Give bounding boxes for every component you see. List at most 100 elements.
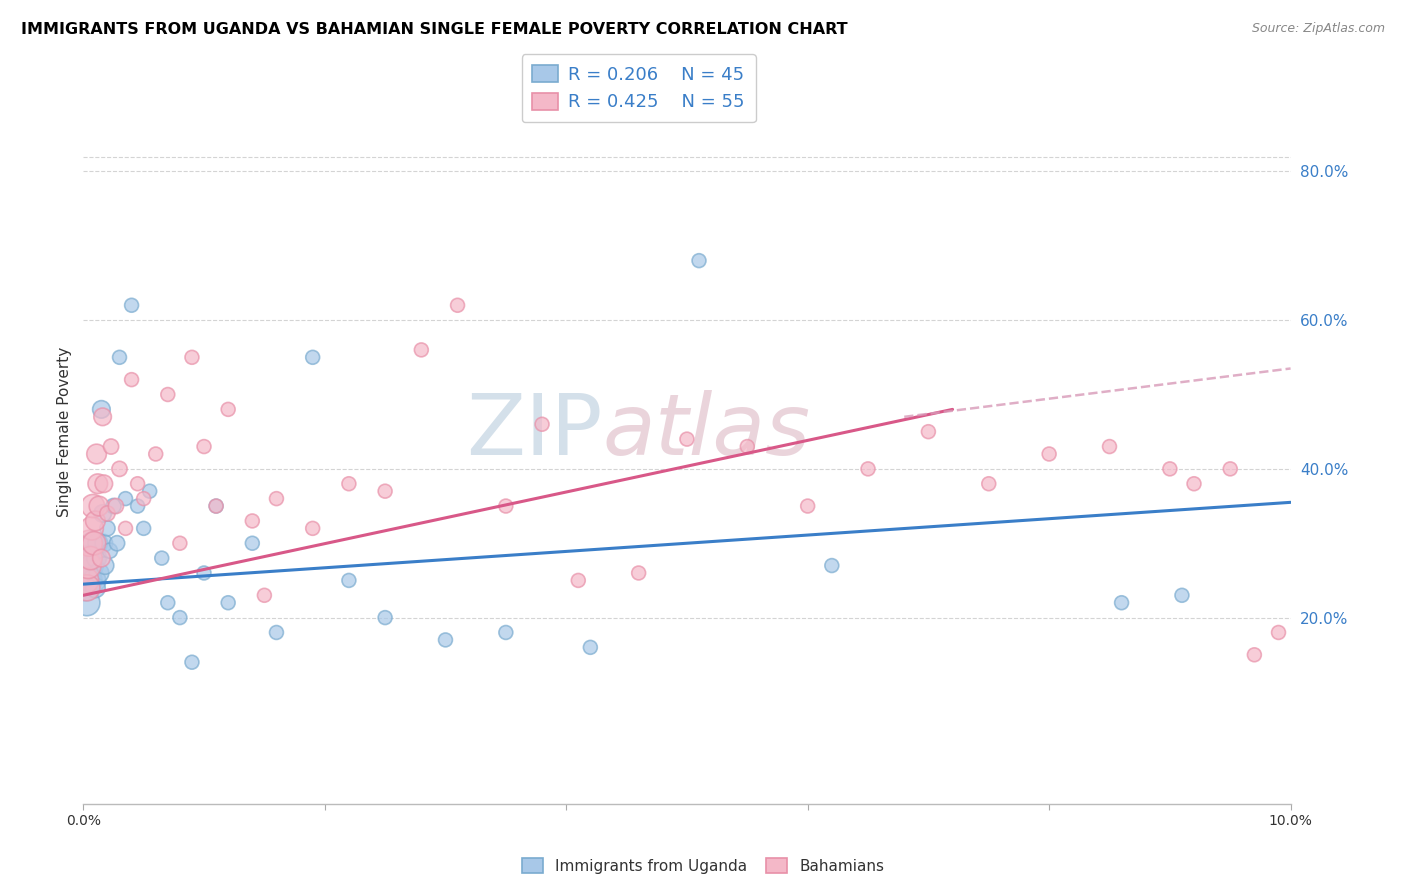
Point (1243, 648, 1265, 662)
Point (374, 610, 396, 624)
Point (127, 476, 149, 491)
Point (531, 417, 554, 432)
Point (79, 551, 101, 566)
Point (90, 551, 112, 566)
Point (87, 566, 110, 580)
Point (156, 387, 179, 401)
Point (93, 536, 115, 550)
Point (121, 298, 143, 312)
Point (856, 462, 879, 476)
Point (75, 581, 97, 595)
Point (132, 521, 155, 535)
Point (253, 588, 276, 602)
Point (76, 596, 98, 610)
Point (77, 558, 100, 573)
Point (337, 476, 360, 491)
Point (1219, 462, 1241, 476)
Point (114, 491, 136, 506)
Text: Source: ZipAtlas.com: Source: ZipAtlas.com (1251, 22, 1385, 36)
Point (138, 484, 160, 499)
Point (80, 558, 103, 573)
Point (193, 566, 215, 580)
Point (84, 581, 107, 595)
Point (132, 491, 155, 506)
Point (266, 625, 288, 640)
Point (301, 351, 323, 365)
Point (86, 551, 108, 566)
Point (240, 536, 263, 550)
Point (301, 521, 323, 535)
Text: atlas: atlas (602, 390, 810, 473)
Point (217, 402, 239, 417)
Point (193, 440, 215, 454)
Point (79, 574, 101, 588)
Point (1038, 447, 1060, 461)
Point (87, 499, 110, 513)
Point (83, 574, 105, 588)
Point (96, 521, 118, 535)
Point (104, 499, 127, 513)
Point (96, 507, 118, 521)
Point (821, 558, 844, 573)
Point (76, 581, 98, 595)
Point (87, 536, 110, 550)
Point (737, 440, 759, 454)
Legend: R = 0.206    N = 45, R = 0.425    N = 55: R = 0.206 N = 45, R = 0.425 N = 55 (522, 54, 756, 122)
Point (82, 536, 104, 550)
Point (150, 551, 173, 566)
Point (114, 521, 136, 535)
Point (98, 543, 121, 558)
Point (169, 610, 191, 624)
Point (495, 625, 517, 640)
Point (796, 499, 818, 513)
Point (977, 476, 1000, 491)
Point (1182, 476, 1205, 491)
Point (105, 536, 128, 550)
Point (169, 536, 191, 550)
Point (80, 521, 103, 535)
Point (205, 499, 228, 513)
Y-axis label: Single Female Poverty: Single Female Poverty (58, 347, 72, 516)
Point (181, 351, 204, 365)
Point (103, 499, 125, 513)
Text: IMMIGRANTS FROM UGANDA VS BAHAMIAN SINGLE FEMALE POVERTY CORRELATION CHART: IMMIGRANTS FROM UGANDA VS BAHAMIAN SINGL… (21, 22, 848, 37)
Point (121, 373, 143, 387)
Point (100, 440, 122, 454)
Point (917, 425, 939, 439)
Point (1111, 596, 1133, 610)
Point (434, 632, 457, 647)
Point (75, 574, 97, 588)
Point (1171, 588, 1194, 602)
Point (108, 462, 131, 476)
Point (205, 499, 228, 513)
Point (83, 536, 105, 550)
Point (446, 298, 468, 312)
Point (266, 491, 288, 506)
Point (181, 655, 204, 669)
Point (156, 596, 179, 610)
Point (127, 499, 149, 513)
Point (567, 574, 589, 588)
Point (495, 499, 517, 513)
Point (676, 432, 699, 446)
Point (84, 514, 107, 528)
Legend: Immigrants from Uganda, Bahamians: Immigrants from Uganda, Bahamians (516, 852, 890, 880)
Point (1098, 440, 1121, 454)
Point (337, 574, 360, 588)
Point (79, 551, 101, 566)
Point (688, 253, 710, 268)
Point (1267, 625, 1289, 640)
Point (145, 447, 167, 461)
Point (90, 402, 112, 417)
Point (1159, 462, 1181, 476)
Text: ZIP: ZIP (465, 390, 602, 473)
Point (374, 484, 396, 499)
Point (217, 596, 239, 610)
Point (579, 640, 602, 655)
Point (91, 507, 114, 521)
Point (240, 514, 263, 528)
Point (108, 351, 131, 365)
Point (94, 558, 117, 573)
Point (627, 566, 650, 580)
Point (77, 566, 100, 580)
